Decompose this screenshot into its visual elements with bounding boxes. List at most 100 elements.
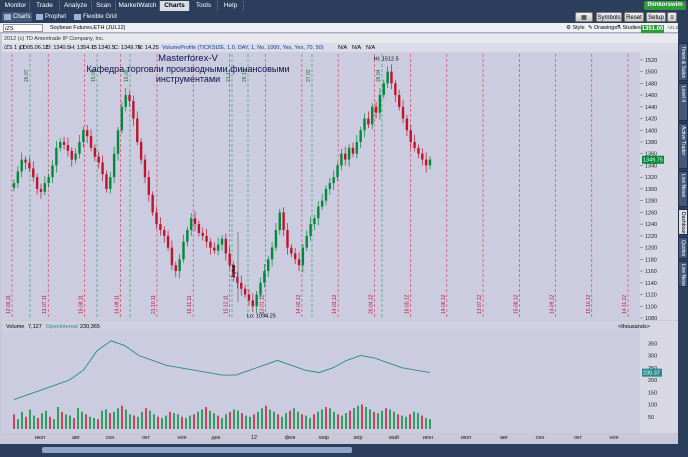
candle-body xyxy=(401,106,405,119)
side-tab-live-news[interactable]: Live News xyxy=(678,261,688,287)
style-button[interactable]: ⚙ Style xyxy=(566,25,585,31)
volume-bar xyxy=(357,405,359,429)
time-axis-label: дек xyxy=(212,435,221,441)
side-tab-label: Dashboard xyxy=(680,212,686,235)
expiry-label: 20.04.12 xyxy=(368,294,374,314)
price-tick-label: 1140 xyxy=(645,281,657,287)
subtab-flexible-grid[interactable]: Flexible Grid xyxy=(72,12,122,22)
nav-tab-charts[interactable]: Charts xyxy=(160,1,190,11)
candle-body xyxy=(166,235,170,248)
nav-tab-tools[interactable]: Tools xyxy=(190,1,218,11)
price-tick-label: 1160 xyxy=(645,269,657,275)
volume-bar xyxy=(145,408,147,429)
time-axis-label: май xyxy=(389,434,399,441)
side-tab-active-trader[interactable]: Active Trader xyxy=(678,123,688,169)
volume-bar xyxy=(405,416,407,429)
volume-bar xyxy=(253,414,255,429)
volume-bar xyxy=(313,414,315,429)
low-annotation: Lo: 1094.25 xyxy=(247,314,276,320)
time-axis-label: авг xyxy=(72,435,80,441)
price-tick-label: 1380 xyxy=(645,140,657,146)
price-chart[interactable]: 12.06.11 13.07.11 15.08.11 14.09.11 21.10.11… xyxy=(0,52,678,322)
nav-tab-scan[interactable]: Scan xyxy=(92,1,116,11)
nav-tab-help[interactable]: Help xyxy=(218,1,244,11)
drawings-button[interactable]: ✎ Drawings xyxy=(588,25,618,31)
volume-bar xyxy=(333,411,335,429)
subtab-label: Charts xyxy=(13,14,31,20)
candle-body xyxy=(409,130,412,142)
symbol-input[interactable]: /ZS xyxy=(3,24,43,32)
side-tab-times-sales[interactable]: Times & Sales xyxy=(678,43,688,81)
side-tab-label: Level II xyxy=(680,86,686,103)
volume-bar xyxy=(201,409,203,429)
price-tick-label: 1440 xyxy=(645,105,657,111)
candle-body xyxy=(332,177,335,184)
volume-bar xyxy=(13,414,15,429)
candle-body xyxy=(139,142,143,160)
nav-tab-trade[interactable]: Trade xyxy=(30,1,60,11)
candle-body xyxy=(197,224,201,233)
candle-body xyxy=(43,183,47,192)
expiry-label: 15.12.11 xyxy=(223,295,229,314)
side-tab-level-ii[interactable]: Level II xyxy=(678,83,688,121)
candle-body xyxy=(101,162,104,175)
volume-label: Volume xyxy=(6,324,24,330)
setup-button[interactable]: Setup xyxy=(646,12,666,22)
side-tab-live-news[interactable]: Live News xyxy=(678,171,688,207)
subtab-prophet[interactable]: Prophet xyxy=(34,12,70,22)
nav-tab-marketwatch[interactable]: MarketWatch xyxy=(116,1,160,11)
brand-logo: thinkorswim xyxy=(644,1,686,10)
volume-chart[interactable]: Volume 7,127 OpenInterest 230,365 <thousands… xyxy=(0,321,678,444)
nav-tab-analyze[interactable]: Analyze xyxy=(60,1,92,11)
expiry-label: 15.10.12 xyxy=(586,294,592,314)
symbols-button[interactable]: Symbols xyxy=(596,12,622,22)
side-tab-dashboard[interactable]: Dashboard xyxy=(678,209,688,235)
subtab-charts[interactable]: Charts xyxy=(2,12,32,22)
price-tick-label: 1080 xyxy=(645,316,657,322)
candle-body xyxy=(124,95,127,107)
time-axis-label: 12 xyxy=(251,435,257,441)
volume-bar xyxy=(173,413,175,429)
volume-bar xyxy=(81,411,83,429)
side-tab-quotes[interactable]: Quotes xyxy=(678,237,688,259)
candle-body xyxy=(363,118,366,131)
price-tick-label: 1520 xyxy=(645,58,657,64)
candle-body xyxy=(347,147,351,160)
volume-bar xyxy=(373,411,375,429)
volume-bar xyxy=(425,417,427,429)
candle-body xyxy=(24,159,27,163)
price-tick-label: 1340 xyxy=(645,163,657,169)
oi-value: 230,365 xyxy=(80,324,100,330)
candle-body xyxy=(170,247,174,266)
volume-bar xyxy=(61,411,63,429)
volume-bar xyxy=(273,411,275,429)
study-na-value: N/A xyxy=(338,45,348,51)
candle-body xyxy=(240,282,243,289)
horizontal-scrollbar[interactable] xyxy=(0,444,678,457)
volume-bar xyxy=(105,409,107,429)
layout-icon[interactable]: ▦ xyxy=(575,12,593,22)
expiry-label: 13.07.12 xyxy=(477,294,483,314)
scrollbar-thumb[interactable] xyxy=(42,447,352,453)
nav-tab-monitor[interactable]: Monitor xyxy=(2,1,30,11)
volume-bar xyxy=(77,408,79,429)
volume-bar xyxy=(117,408,119,429)
candle-body xyxy=(382,83,385,96)
reset-button[interactable]: Reset xyxy=(624,12,644,22)
candle-body xyxy=(394,83,397,96)
candle-body xyxy=(209,241,212,248)
volume-bar xyxy=(25,416,27,429)
menu-icon[interactable]: ≡ xyxy=(667,12,677,22)
volume-profile-study[interactable]: VolumeProfile (TICKSIZE, 1.0, DAY, 1, No… xyxy=(162,45,324,51)
study-na-value: N/A xyxy=(366,45,376,51)
candle-body xyxy=(243,288,247,295)
studies-button[interactable]: ⚗ Studies xyxy=(616,25,641,31)
volume-bar xyxy=(249,416,251,429)
year-marker-label: 1 year xyxy=(231,264,237,278)
candle-body xyxy=(193,218,197,225)
expiry-label: 15.08.11 xyxy=(78,295,84,314)
dividend-label: 26.07 xyxy=(24,69,30,82)
volume-bar xyxy=(189,415,191,429)
volume-bar xyxy=(93,417,95,429)
volume-value: 7,127 xyxy=(28,324,42,330)
